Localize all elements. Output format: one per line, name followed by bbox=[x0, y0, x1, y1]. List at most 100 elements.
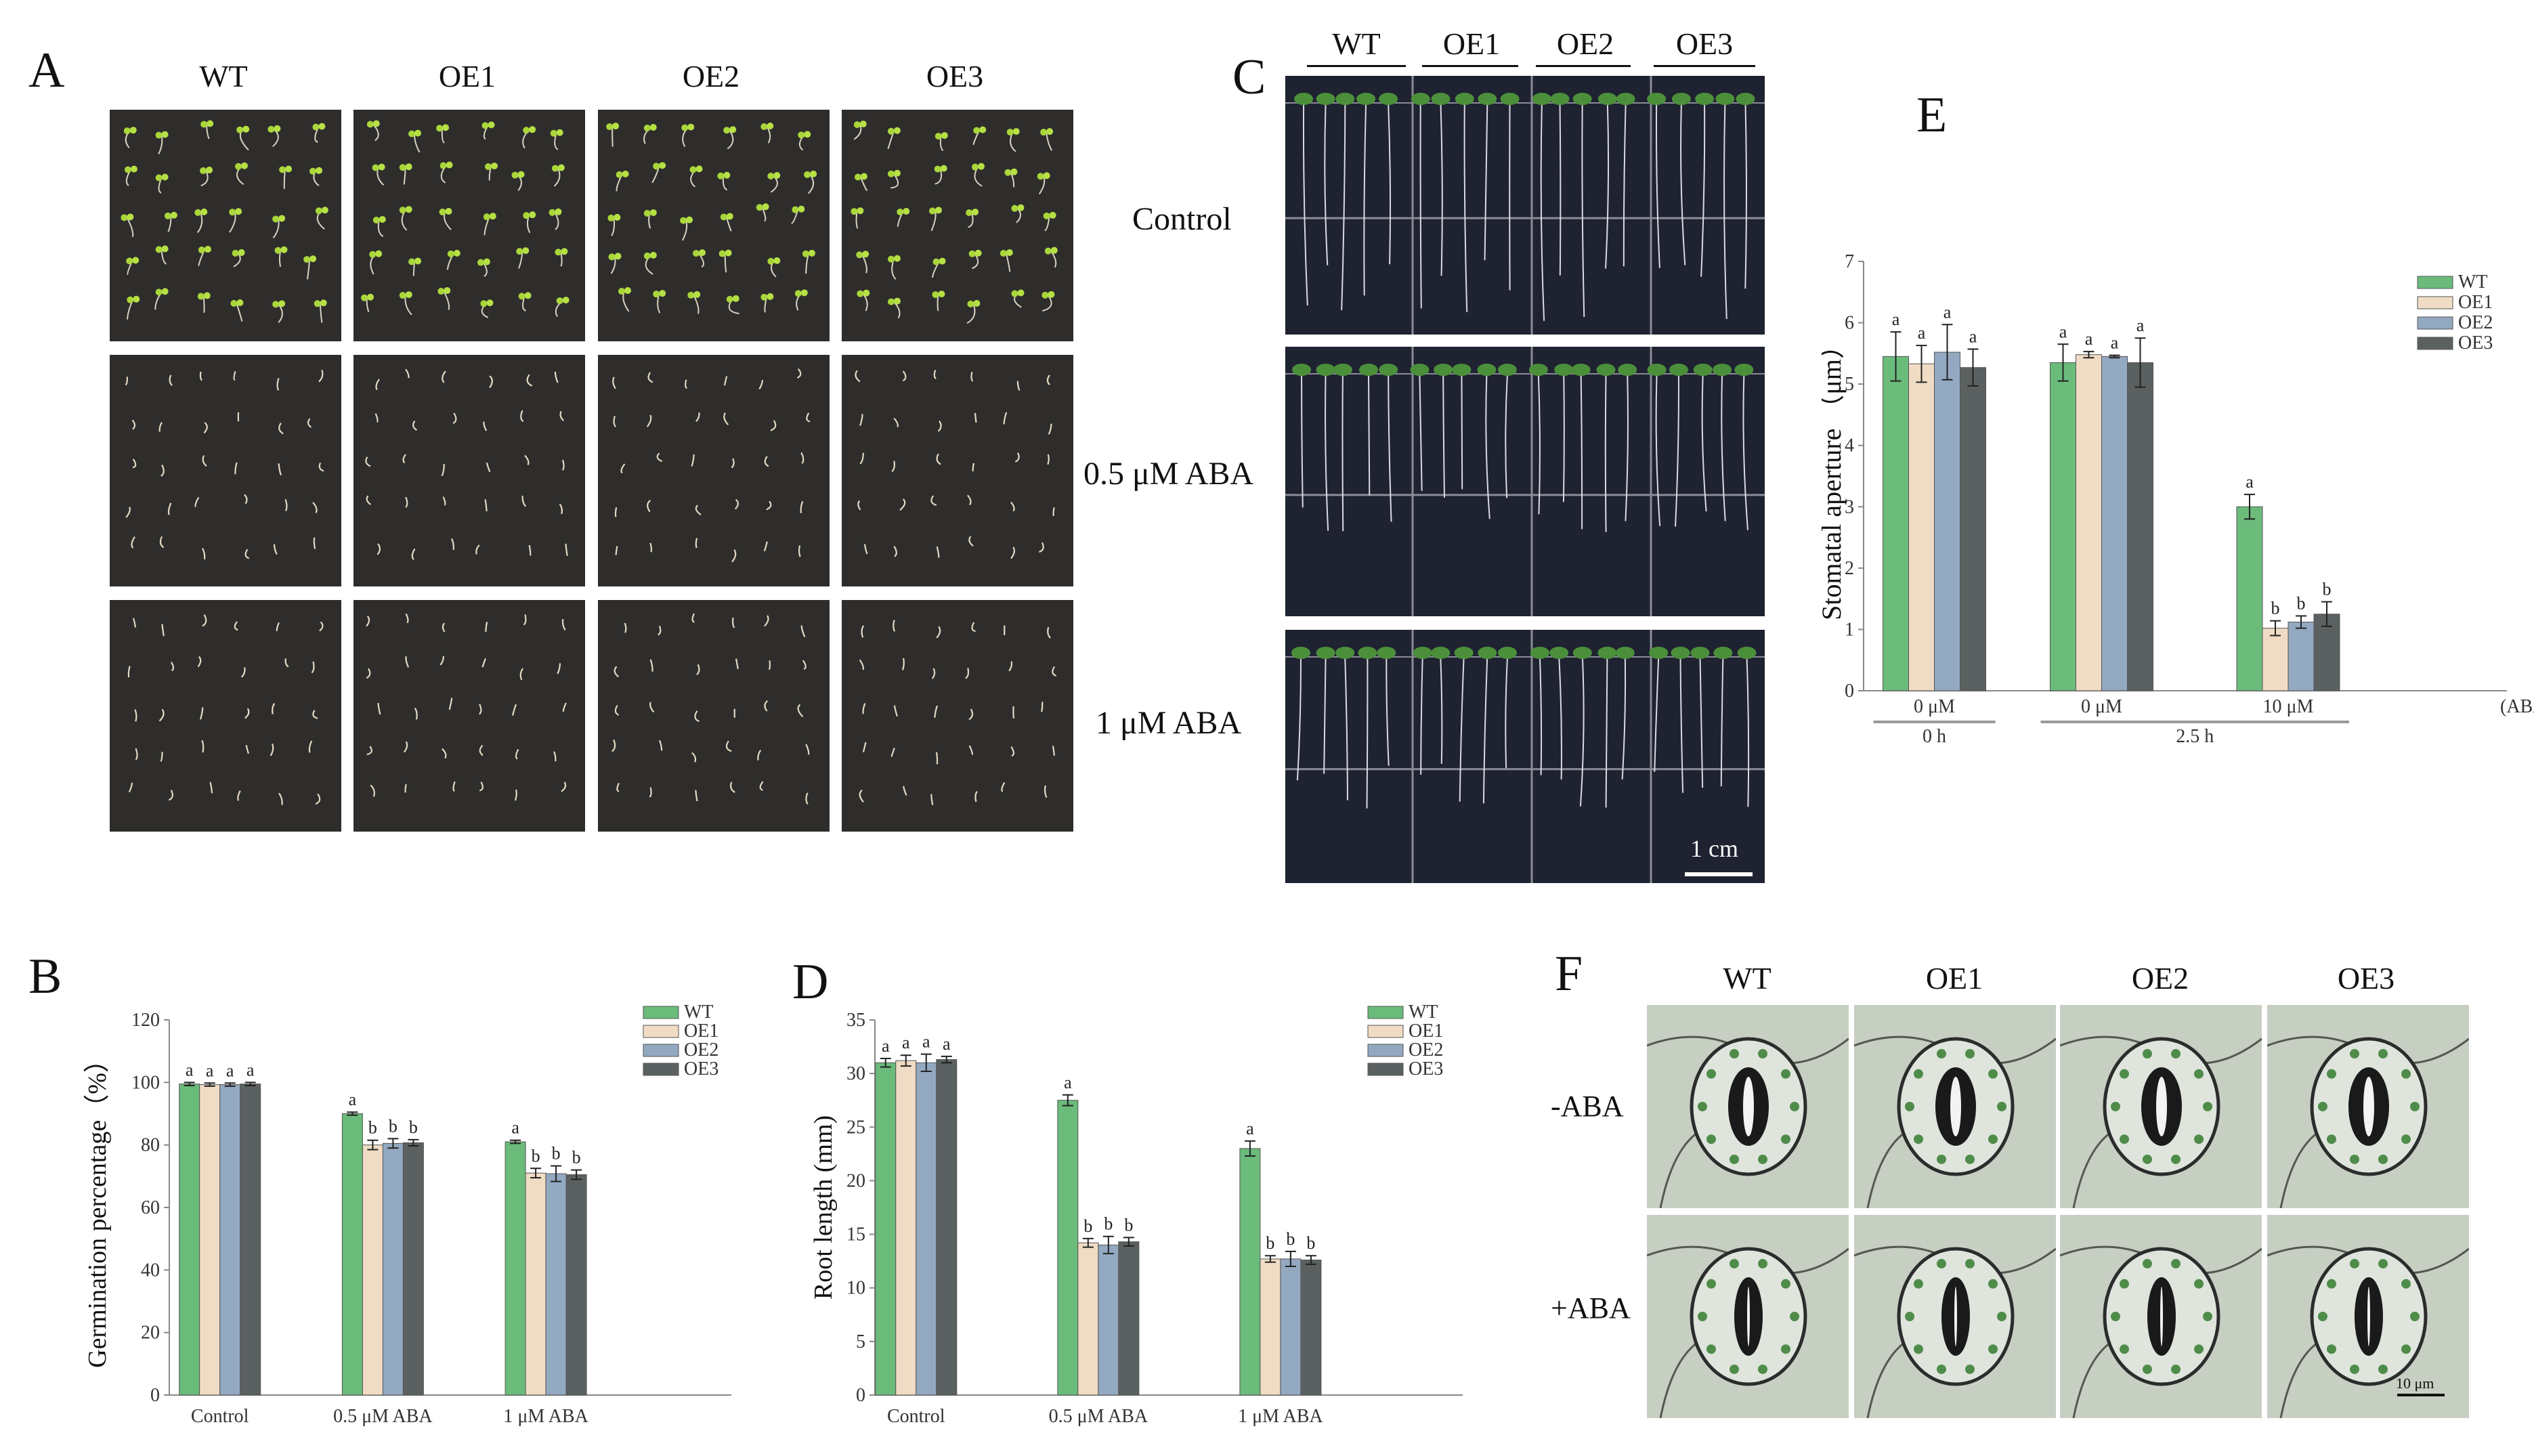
significance-letter: b bbox=[1306, 1233, 1315, 1253]
y-tick-label: 30 bbox=[846, 1063, 865, 1084]
x-tick-label: 0.5 μM ABA bbox=[1049, 1406, 1148, 1427]
significance-letter: a bbox=[186, 1060, 194, 1079]
y-tick-label: 15 bbox=[846, 1224, 865, 1245]
bar-wt bbox=[179, 1084, 200, 1396]
stoma-micrograph bbox=[2060, 1005, 2262, 1208]
error-bar bbox=[1102, 1235, 1114, 1255]
error-bar bbox=[1244, 1140, 1255, 1157]
root-plate-photo bbox=[1285, 347, 1765, 616]
x-tick-label: 1 μM ABA bbox=[1238, 1406, 1323, 1427]
bar-oe1 bbox=[895, 1060, 917, 1396]
seedling-plate-photo bbox=[353, 355, 585, 586]
bar-oe1 bbox=[199, 1084, 221, 1396]
y-tick-label: 120 bbox=[131, 1010, 160, 1031]
y-tick-label: 6 bbox=[1845, 313, 1854, 334]
error-bar bbox=[551, 1165, 562, 1182]
significance-letter: a bbox=[2111, 333, 2119, 353]
significance-letter: b bbox=[572, 1148, 581, 1168]
error-bar bbox=[1941, 324, 1953, 381]
legend-swatch bbox=[2417, 316, 2453, 330]
panel-a-col-wt: WT bbox=[199, 59, 248, 93]
significance-letter: a bbox=[1969, 327, 1977, 347]
panel-a-col-oe1: OE1 bbox=[438, 59, 496, 93]
panel-a-col-oe2: OE2 bbox=[682, 59, 740, 93]
root-plate-photo bbox=[1285, 76, 1765, 335]
significance-letter: b bbox=[2271, 599, 2280, 618]
x-tick-label: 1 μM ABA bbox=[503, 1406, 588, 1427]
significance-letter: b bbox=[1083, 1216, 1092, 1236]
significance-letter: a bbox=[1064, 1073, 1072, 1092]
y-tick-label: 25 bbox=[846, 1117, 865, 1138]
y-axis-label: Germination percentage（%） bbox=[83, 1047, 112, 1368]
y-tick-label: 3 bbox=[1845, 496, 1854, 517]
bar-oe2 bbox=[1934, 351, 1960, 691]
bar-oe2 bbox=[1280, 1258, 1302, 1396]
bar-oe1 bbox=[2076, 354, 2102, 691]
stoma-micrograph bbox=[1854, 1005, 2056, 1208]
error-bar bbox=[1305, 1255, 1316, 1265]
y-tick-label: 0 bbox=[150, 1385, 160, 1406]
bar-oe2 bbox=[2101, 356, 2128, 691]
error-bar bbox=[1062, 1094, 1073, 1107]
panel-label-d: D bbox=[792, 954, 829, 1010]
seedling-plate-photo bbox=[110, 355, 341, 586]
error-bar bbox=[184, 1082, 195, 1086]
significance-letter: a bbox=[922, 1032, 930, 1052]
legend-label: OE2 bbox=[1409, 1040, 1443, 1061]
panel-c-underline bbox=[1307, 65, 1406, 67]
legend-swatch bbox=[643, 1006, 679, 1019]
error-bar bbox=[571, 1169, 582, 1180]
significance-letter: b bbox=[389, 1116, 398, 1136]
significance-letter: b bbox=[1286, 1229, 1295, 1249]
error-bar bbox=[1890, 331, 1902, 382]
bar-oe3 bbox=[1960, 367, 1986, 691]
panel-c-scale-bar bbox=[1685, 872, 1753, 876]
legend-swatch bbox=[2417, 337, 2453, 350]
panel-f-row-plus-aba: +ABA bbox=[1551, 1291, 1631, 1325]
panel-f-col-oe2: OE2 bbox=[2131, 961, 2189, 995]
error-bar bbox=[1916, 345, 1927, 383]
error-bar bbox=[2109, 354, 2120, 359]
panel-label-b: B bbox=[28, 949, 62, 1004]
significance-letter: a bbox=[943, 1034, 951, 1054]
panel-f-col-wt: WT bbox=[1723, 961, 1771, 995]
panel-a-col-oe3: OE3 bbox=[926, 59, 984, 93]
significance-letter: a bbox=[349, 1090, 357, 1109]
bar-oe1 bbox=[1908, 363, 1935, 691]
y-tick-label: 80 bbox=[141, 1135, 160, 1156]
y-tick-label: 0 bbox=[856, 1385, 865, 1406]
panel-c-scale-label: 1 cm bbox=[1690, 835, 1738, 862]
bar-wt bbox=[2050, 362, 2076, 691]
panel-c-col-oe3: OE3 bbox=[1675, 26, 1734, 61]
significance-letter: b bbox=[532, 1146, 540, 1165]
error-bar bbox=[2083, 351, 2095, 359]
legend-label: OE1 bbox=[684, 1021, 718, 1042]
panel-c-col-wt: WT bbox=[1332, 26, 1381, 61]
significance-letter: b bbox=[1124, 1215, 1133, 1235]
legend-label: OE1 bbox=[2458, 292, 2493, 313]
seedling-plate-photo bbox=[598, 355, 830, 586]
panel-f-col-oe1: OE1 bbox=[1925, 961, 1983, 995]
panel-label-e: E bbox=[1916, 87, 1948, 143]
bar-oe3 bbox=[2127, 362, 2153, 691]
panel-a-row-05aba: 0.5 μM ABA bbox=[1083, 456, 1254, 492]
significance-letter: b bbox=[368, 1118, 377, 1138]
significance-letter: a bbox=[206, 1061, 214, 1080]
panel-c-col-oe1: OE1 bbox=[1442, 26, 1501, 61]
significance-letter: a bbox=[246, 1060, 255, 1079]
legend-swatch bbox=[1367, 1063, 1404, 1076]
legend-label: WT bbox=[684, 1002, 714, 1023]
legend-swatch bbox=[643, 1044, 679, 1057]
error-bar bbox=[2057, 343, 2069, 382]
chart-stomatal-aperture: 0 1 2 3 4 5 6 7 Stomatal aperture （μm） a a a a a b a a b a… bbox=[1822, 230, 2534, 772]
legend-label: OE2 bbox=[2458, 312, 2493, 333]
stoma-micrograph bbox=[2060, 1215, 2262, 1418]
error-bar bbox=[1264, 1255, 1276, 1263]
significance-letter: b bbox=[409, 1117, 418, 1137]
panel-c-col-oe2: OE2 bbox=[1556, 26, 1614, 61]
bar-oe2 bbox=[1098, 1244, 1119, 1396]
time-group-label: 2.5 h bbox=[2176, 726, 2214, 747]
seedling-plate-photo bbox=[842, 600, 1073, 832]
y-tick-label: 35 bbox=[846, 1010, 865, 1031]
bar-oe2 bbox=[2288, 622, 2315, 691]
